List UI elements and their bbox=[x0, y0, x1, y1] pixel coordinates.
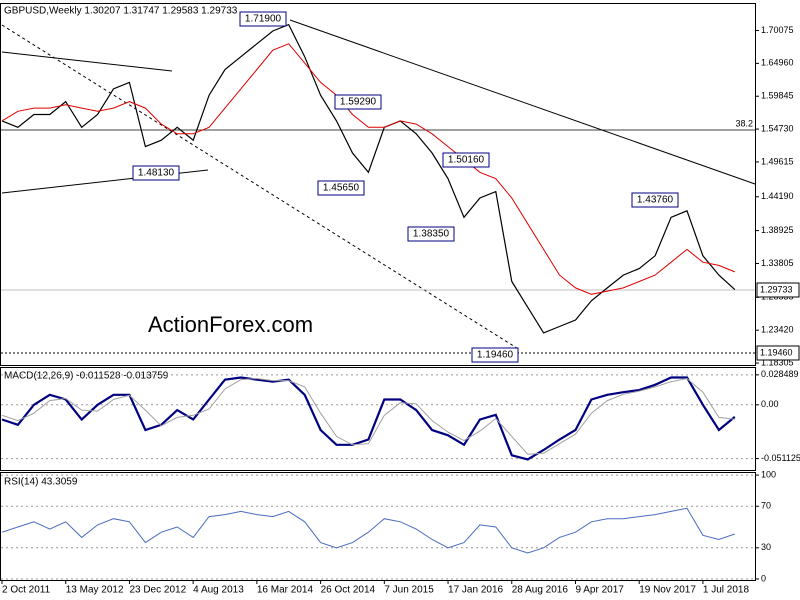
y-tick-label: 0.028489 bbox=[761, 369, 799, 379]
y-tick-label: 0.00 bbox=[761, 399, 779, 409]
fib-label: 38.2 bbox=[735, 118, 753, 128]
x-tick-label: 7 Jun 2015 bbox=[384, 585, 434, 596]
x-tick-label: 13 May 2012 bbox=[66, 585, 124, 596]
y-tick-label: 1.59845 bbox=[761, 91, 794, 101]
annotation-box bbox=[317, 180, 365, 196]
series-line bbox=[1, 377, 735, 455]
y-tick-label: 70 bbox=[761, 501, 771, 511]
price-tag: 1.19460 bbox=[760, 347, 793, 357]
annotation-box bbox=[442, 152, 490, 168]
trend-line bbox=[1, 51, 173, 72]
annotation: 1.43760 bbox=[637, 195, 674, 206]
series-line bbox=[1, 43, 735, 295]
y-tick-label: 100 bbox=[761, 469, 776, 479]
price-tag-box bbox=[756, 345, 800, 361]
y-tick-label: 1.38925 bbox=[761, 225, 794, 235]
y-tick-label: 30 bbox=[761, 542, 771, 552]
x-tick-label: 28 Aug 2016 bbox=[512, 585, 569, 596]
annotation: 1.59290 bbox=[340, 97, 377, 108]
macd-title: MACD(12,26,9) -0.011528 -0.013759 bbox=[4, 371, 169, 382]
x-tick-label: 4 Aug 2013 bbox=[193, 585, 244, 596]
y-tick-label: 1.49615 bbox=[761, 156, 794, 166]
y-tick-label: 1.23420 bbox=[761, 325, 794, 335]
x-tick-label: 16 Mar 2014 bbox=[257, 585, 314, 596]
rsi-title: RSI(14) 43.3059 bbox=[4, 477, 78, 488]
series-line bbox=[1, 507, 735, 554]
x-tick-label: 1 Jul 2018 bbox=[703, 585, 750, 596]
y-tick-label: 1.18305 bbox=[761, 357, 794, 367]
trend-line bbox=[289, 19, 756, 185]
x-tick-label: 23 Dec 2012 bbox=[129, 585, 186, 596]
annotation-box bbox=[407, 226, 455, 242]
y-tick-label: 1.70075 bbox=[761, 25, 794, 35]
x-tick-label: 2 Oct 2011 bbox=[2, 585, 51, 596]
annotation-box bbox=[631, 192, 679, 208]
annotation-box bbox=[239, 11, 287, 27]
annotation: 1.48130 bbox=[138, 168, 175, 179]
y-tick-label: 1.33805 bbox=[761, 258, 794, 268]
x-tick-label: 9 Apr 2017 bbox=[575, 585, 624, 596]
annotation-box bbox=[334, 94, 382, 110]
x-tick-label: 17 Jan 2016 bbox=[448, 585, 503, 596]
y-tick-label: 1.54730 bbox=[761, 123, 794, 133]
y-tick-label: 1.44190 bbox=[761, 191, 794, 201]
price-tag-box bbox=[756, 282, 800, 298]
annotation: 1.45650 bbox=[323, 183, 360, 194]
annotation: 1.50160 bbox=[448, 155, 485, 166]
annotation: 1.71900 bbox=[245, 14, 282, 25]
y-tick-label: 1.64960 bbox=[761, 58, 794, 68]
series-line bbox=[1, 376, 736, 461]
rsi-pane bbox=[0, 472, 756, 581]
y-tick-label: 0 bbox=[761, 573, 766, 583]
y-tick-label: -0.051125 bbox=[761, 453, 800, 463]
annotation: 1.19460 bbox=[477, 350, 514, 361]
annotation: 1.38350 bbox=[413, 229, 450, 240]
x-tick-label: 26 Oct 2014 bbox=[321, 585, 376, 596]
price-pane bbox=[0, 3, 756, 366]
annotation-box bbox=[132, 165, 180, 181]
series-line bbox=[1, 23, 736, 334]
x-tick-label: 19 Nov 2017 bbox=[639, 585, 696, 596]
chart-title: GBPUSD,Weekly 1.30207 1.31747 1.29583 1.… bbox=[4, 6, 238, 17]
annotation-box bbox=[471, 347, 519, 363]
watermark: ActionForex.com bbox=[148, 312, 313, 337]
macd-pane bbox=[0, 367, 756, 471]
price-tag: 1.29733 bbox=[760, 284, 793, 294]
